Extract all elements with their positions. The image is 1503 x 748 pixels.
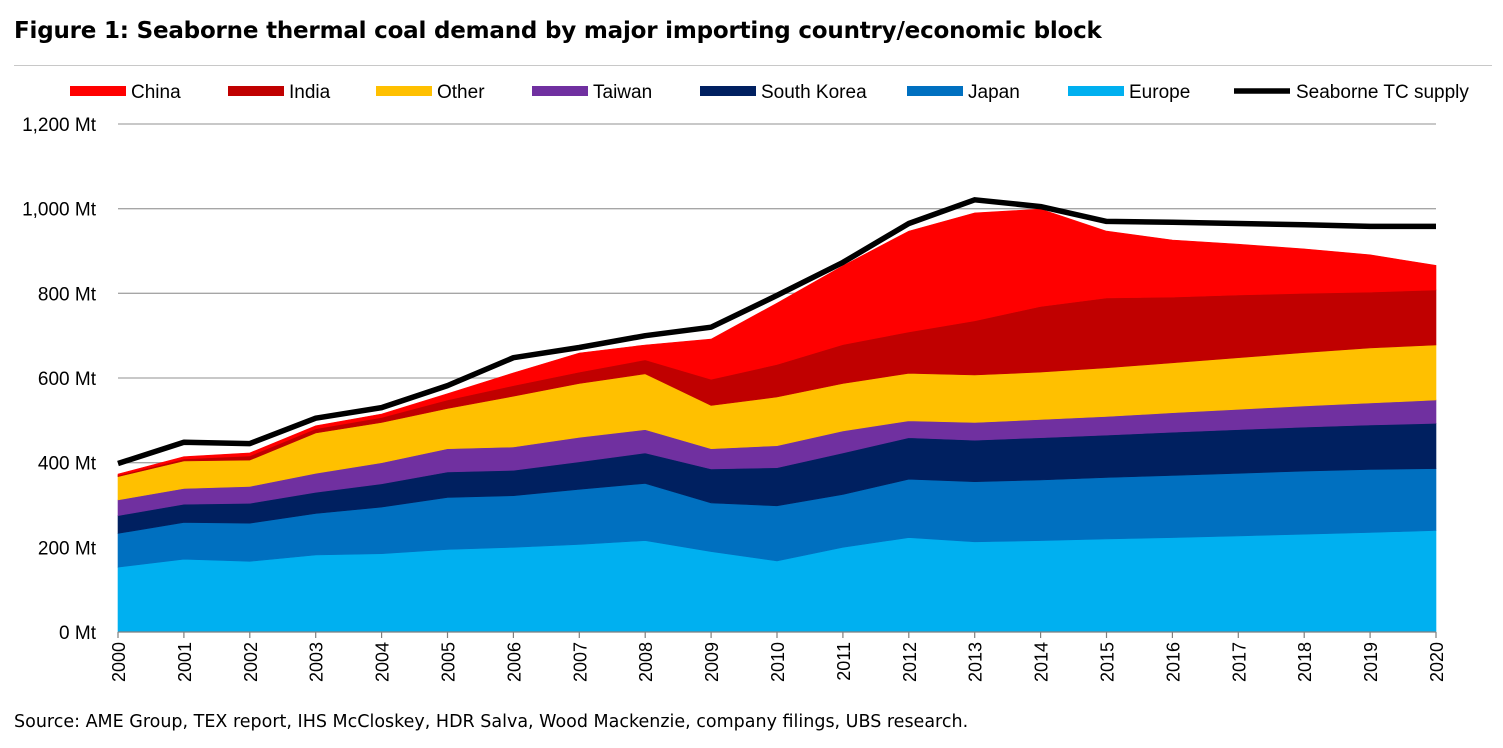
legend-swatch-south-korea	[700, 86, 756, 96]
y-tick-label: 1,200 Mt	[22, 115, 97, 136]
legend-label-india: India	[289, 82, 331, 103]
legend-label-japan: Japan	[968, 82, 1020, 103]
x-tick-label: 2014	[1032, 642, 1052, 682]
y-tick-label: 1,000 Mt	[22, 200, 97, 221]
x-tick-label: 2006	[504, 642, 524, 682]
area-china	[117, 208, 1437, 476]
x-axis: 2000 2001 2002 2003 2004 2005 2006 2007 2008 2009…	[109, 631, 1447, 682]
legend-swatch-japan	[907, 86, 963, 96]
x-tick-label: 2008	[636, 642, 656, 682]
legend-label-seaborne-tc-supply: Seaborne TC supply	[1296, 82, 1469, 103]
title-divider	[14, 65, 1492, 66]
legend-swatch-india	[228, 86, 284, 96]
legend-label-china: China	[131, 82, 181, 103]
x-tick-label: 2004	[373, 642, 393, 682]
x-tick-label: 2005	[439, 642, 459, 682]
legend-label-south-korea: South Korea	[761, 82, 867, 103]
legend-label-europe: Europe	[1129, 82, 1190, 103]
x-tick-label: 2001	[175, 642, 195, 682]
x-tick-label: 2009	[702, 642, 722, 682]
y-tick-label: 800 Mt	[38, 284, 97, 305]
legend-swatch-europe	[1068, 86, 1124, 96]
y-tick-label: 600 Mt	[38, 369, 97, 390]
legend-label-taiwan: Taiwan	[593, 82, 652, 103]
legend-label-other: Other	[437, 82, 485, 103]
x-tick-label: 2018	[1295, 642, 1315, 682]
x-tick-label: 2003	[307, 642, 327, 682]
legend-swatch-other	[376, 86, 432, 96]
legend: China India Other Taiwan South Korea Japan Eur…	[70, 82, 1469, 103]
x-tick-label: 2002	[241, 642, 261, 682]
line-seaborne-tc-supply	[117, 197, 1436, 467]
legend-swatch-china	[70, 86, 126, 96]
x-tick-label: 2017	[1229, 642, 1249, 682]
y-tick-label: 200 Mt	[38, 538, 97, 559]
x-tick-label: 2007	[570, 642, 590, 682]
x-tick-label: 2015	[1098, 642, 1118, 682]
x-tick-label: 2019	[1361, 642, 1381, 682]
legend-swatch-taiwan	[532, 86, 588, 96]
y-tick-label: 400 Mt	[38, 454, 97, 475]
y-tick-label: 0 Mt	[59, 623, 97, 644]
y-axis: 0 Mt 200 Mt 400 Mt 600 Mt 800 Mt 1,000 Mt 1,20…	[22, 115, 97, 644]
x-tick-label: 2011	[834, 642, 854, 681]
x-tick-label: 2020	[1427, 642, 1447, 682]
source-note: Source: AME Group, TEX report, IHS McClo…	[14, 712, 969, 732]
stacked-areas	[117, 208, 1437, 633]
figure-title: Figure 1: Seaborne thermal coal demand b…	[14, 18, 1102, 44]
x-tick-label: 2000	[109, 642, 129, 682]
x-tick-label: 2010	[768, 642, 788, 682]
x-tick-label: 2016	[1163, 642, 1183, 682]
x-tick-label: 2013	[966, 642, 986, 682]
x-tick-label: 2012	[900, 642, 920, 682]
supply-line-group	[117, 197, 1436, 467]
